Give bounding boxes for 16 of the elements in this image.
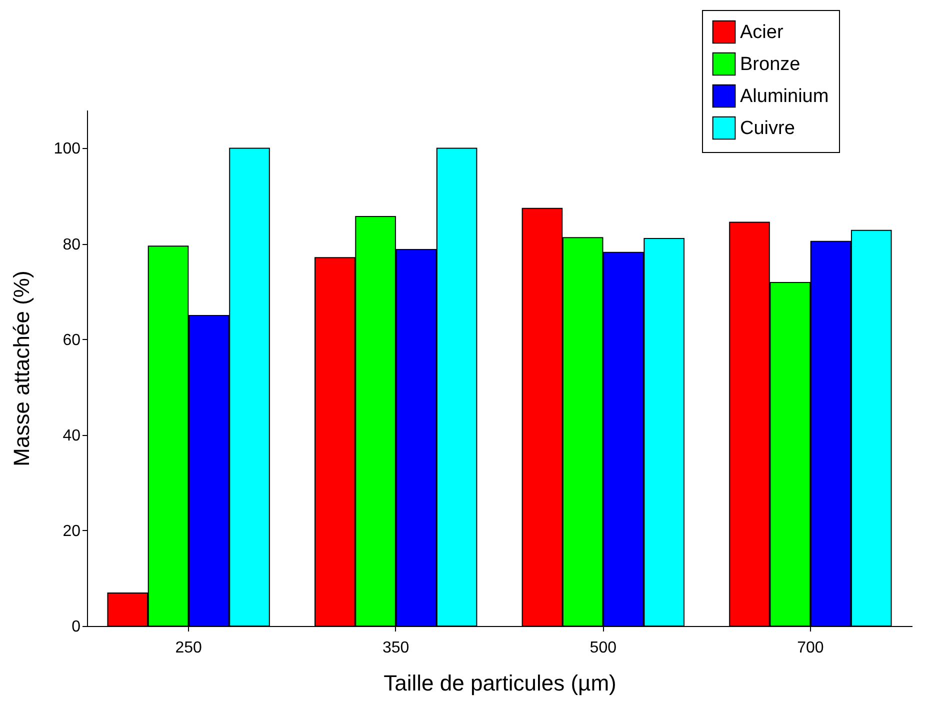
x-axis-title: Taille de particules (µm) (384, 670, 616, 696)
y-tick-label: 80 (62, 236, 81, 254)
legend-label: Cuivre (740, 118, 795, 139)
x-tick-label: 500 (590, 640, 617, 656)
legend-label: Aluminium (740, 86, 829, 107)
legend-label: Acier (740, 22, 784, 43)
x-tick-label: 700 (797, 640, 824, 656)
y-tick-label: 20 (62, 522, 81, 540)
y-tick-label: 100 (54, 140, 81, 158)
y-tick-label: 0 (72, 618, 81, 636)
y-tick-label: 60 (62, 332, 81, 349)
x-tick-label: 350 (382, 640, 410, 656)
legend-label: Bronze (740, 54, 800, 75)
y-axis-title: Masse attachée (%) (8, 270, 34, 466)
x-tick-label: 250 (175, 640, 202, 656)
y-tick-label: 40 (62, 427, 81, 444)
